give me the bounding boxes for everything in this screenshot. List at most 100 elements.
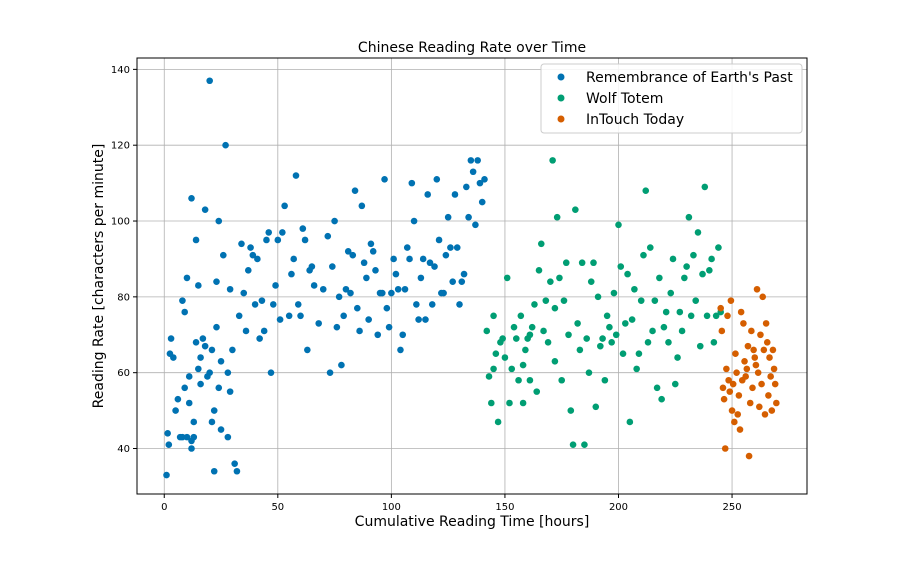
- data-point: [751, 354, 759, 361]
- data-point: [410, 217, 418, 225]
- data-point: [451, 191, 459, 198]
- data-point: [736, 426, 744, 433]
- data-point: [195, 282, 202, 289]
- data-point: [718, 327, 726, 335]
- data-point: [572, 206, 579, 213]
- data-point: [745, 452, 753, 460]
- data-point: [547, 278, 554, 285]
- data-point: [631, 285, 638, 293]
- data-point: [537, 240, 545, 248]
- data-point: [251, 301, 259, 308]
- data-point: [501, 354, 509, 361]
- data-point: [472, 221, 479, 229]
- x-tick-label: 0: [161, 502, 167, 513]
- data-point: [365, 316, 372, 323]
- data-point: [460, 270, 468, 278]
- data-point: [748, 327, 755, 335]
- data-point: [222, 141, 229, 149]
- data-point: [727, 297, 735, 304]
- data-point: [165, 441, 173, 449]
- data-point: [213, 278, 220, 285]
- data-point: [463, 183, 470, 191]
- data-point: [531, 301, 538, 308]
- data-point: [603, 312, 611, 320]
- data-point: [276, 316, 284, 323]
- data-point: [481, 176, 488, 183]
- data-point: [324, 232, 332, 240]
- data-point: [749, 384, 756, 392]
- data-point: [226, 388, 234, 395]
- data-point: [737, 308, 745, 316]
- legend-label: Remembrance of Earth's Past: [586, 70, 793, 86]
- y-tick-label: 100: [111, 217, 130, 228]
- data-point: [740, 320, 747, 327]
- data-point: [433, 176, 441, 183]
- data-point: [574, 320, 581, 327]
- data-point: [179, 433, 186, 441]
- data-point: [338, 361, 345, 369]
- data-point: [671, 380, 679, 388]
- data-point: [174, 395, 182, 403]
- data-point: [331, 217, 338, 225]
- data-point: [658, 395, 665, 403]
- data-point: [640, 251, 647, 259]
- y-tick-label: 60: [117, 368, 130, 379]
- data-point: [397, 346, 404, 354]
- data-point: [181, 384, 188, 392]
- data-point: [244, 267, 252, 274]
- data-point: [349, 251, 357, 259]
- data-point: [608, 339, 615, 346]
- data-point: [408, 179, 416, 187]
- data-point: [649, 327, 656, 335]
- data-point: [592, 403, 600, 411]
- data-point: [458, 278, 466, 285]
- data-point: [342, 285, 350, 293]
- chart-title: Chinese Reading Rate over Time: [358, 40, 586, 56]
- data-point: [515, 376, 522, 384]
- data-point: [344, 248, 352, 255]
- data-point: [619, 350, 627, 358]
- data-point: [233, 467, 241, 475]
- data-point: [746, 399, 754, 407]
- data-point: [456, 301, 463, 308]
- data-point: [633, 365, 640, 373]
- data-point: [770, 365, 778, 373]
- data-point: [585, 369, 593, 376]
- data-point: [294, 301, 302, 308]
- data-point: [272, 282, 279, 289]
- data-point: [599, 335, 606, 342]
- data-point: [669, 255, 677, 263]
- data-point: [217, 358, 225, 365]
- data-point: [490, 365, 497, 373]
- data-point: [476, 179, 484, 187]
- data-point: [503, 274, 511, 282]
- data-point: [424, 191, 432, 198]
- data-points: [163, 77, 780, 479]
- data-point: [485, 373, 493, 380]
- data-point: [383, 304, 391, 312]
- data-point: [469, 168, 477, 176]
- data-point: [467, 157, 475, 164]
- data-point: [208, 418, 216, 426]
- data-point: [556, 274, 563, 282]
- data-point: [701, 183, 709, 191]
- data-point: [758, 380, 765, 388]
- data-point: [562, 259, 570, 267]
- data-point: [290, 255, 298, 263]
- data-point: [553, 213, 561, 221]
- data-point: [551, 358, 559, 365]
- data-point: [508, 365, 516, 373]
- data-point: [315, 320, 322, 327]
- data-point: [681, 274, 688, 282]
- data-point: [213, 323, 220, 331]
- data-point: [192, 236, 200, 244]
- data-point: [710, 339, 718, 346]
- data-point: [374, 331, 382, 339]
- data-point: [490, 312, 497, 320]
- data-point: [656, 274, 663, 282]
- data-point: [417, 274, 425, 282]
- data-point: [760, 346, 768, 354]
- data-point: [519, 399, 527, 407]
- data-point: [199, 335, 207, 342]
- data-point: [406, 255, 413, 263]
